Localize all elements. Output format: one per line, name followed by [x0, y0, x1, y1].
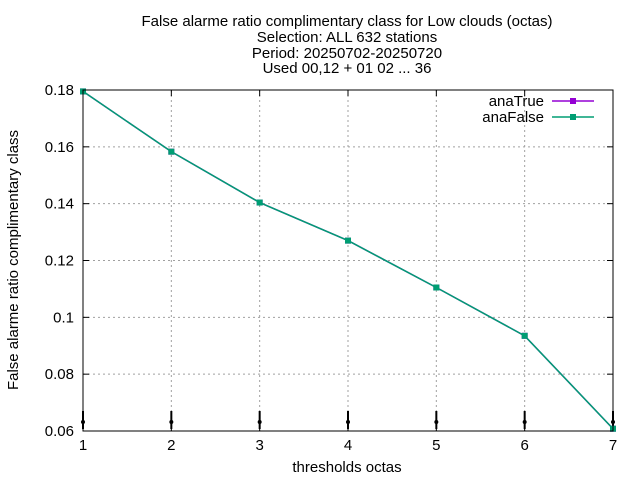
y-axis-label: False alarme ratio complimentary class [5, 130, 22, 390]
data-point-anaFalse [168, 148, 175, 155]
x-tick-label: 6 [520, 437, 528, 454]
legend-marker-anaFalse [570, 114, 576, 120]
legend-marker-anaTrue [570, 98, 576, 104]
y-tick-label: 0.12 [45, 253, 74, 270]
legend-label-anaFalse: anaFalse [482, 109, 544, 126]
title-line-3: Period: 20250702-20250720 [252, 45, 442, 62]
y-tick-label: 0.1 [53, 309, 74, 326]
data-point-anaFalse [345, 237, 351, 244]
data-point-anaFalse [256, 199, 263, 206]
legend-label-anaTrue: anaTrue [489, 93, 544, 110]
error-bar-point [434, 420, 439, 424]
grid [82, 89, 614, 432]
title-line-2: Selection: ALL 632 stations [257, 29, 437, 46]
y-tick-label: 0.08 [45, 366, 74, 383]
x-axis-label: thresholds octas [292, 459, 401, 476]
y-tick-label: 0.14 [45, 196, 74, 213]
error-bar-point [257, 420, 262, 424]
x-tick-label: 3 [255, 437, 263, 454]
error-bar-point [169, 420, 174, 424]
x-tick-label: 7 [609, 437, 617, 454]
y-tick-label: 0.16 [45, 139, 74, 156]
chart-title: False alarme ratio complimentary class f… [142, 13, 553, 77]
x-axis: 1 2 3 4 5 6 7 [79, 90, 617, 454]
error-bar-point [522, 420, 527, 424]
data-point-anaFalse [433, 284, 440, 291]
y-tick-label: 0.18 [45, 82, 74, 99]
title-line-4: Used 00,12 + 01 02 ... 36 [263, 60, 432, 77]
x-tick-label: 5 [432, 437, 440, 454]
x-tick-label: 2 [167, 437, 175, 454]
x-tick-label: 4 [344, 437, 352, 454]
y-axis: 0.06 0.08 0.1 0.12 0.14 0.16 0.18 [45, 82, 613, 440]
y-tick-label: 0.06 [45, 423, 74, 440]
series-layer [80, 88, 616, 432]
data-point-anaFalse [521, 332, 528, 339]
title-line-1: False alarme ratio complimentary class f… [142, 13, 553, 30]
x-tick-label: 1 [79, 437, 87, 454]
error-bar-point [346, 420, 350, 424]
